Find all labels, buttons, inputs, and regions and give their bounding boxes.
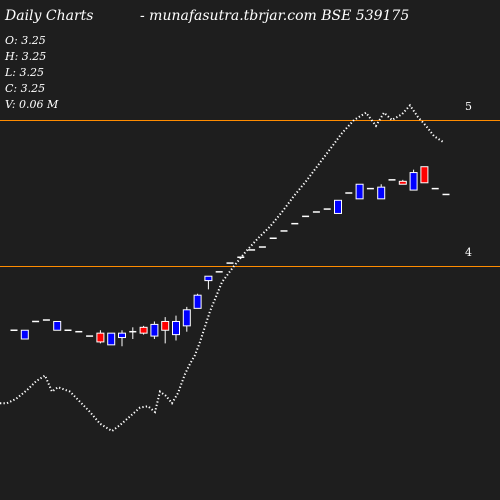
close-readout: C: 3.25 [5, 82, 46, 95]
high-readout: H: 3.25 [5, 50, 47, 63]
y-tick-label: 5 [465, 100, 472, 113]
open-readout: O: 3.25 [5, 34, 46, 47]
candle-body [96, 332, 105, 343]
chart-source: - munafasutra.tbrjar.com BSE 539175 [140, 8, 410, 24]
candle-body [193, 294, 202, 309]
candle-body [409, 172, 418, 191]
volume-readout: V: 0.06 M [5, 98, 59, 111]
dotted-line-series [0, 103, 444, 433]
candle-body [172, 320, 180, 336]
candle-body [334, 199, 342, 214]
candle-body [355, 183, 364, 200]
candle-body [182, 309, 191, 327]
candle-body [20, 329, 29, 340]
candle-body [53, 320, 62, 331]
candle-body [204, 275, 213, 282]
candle-body [118, 332, 126, 339]
low-readout: L: 3.25 [5, 66, 44, 79]
candle-body [139, 326, 148, 334]
candle-body [150, 323, 159, 337]
candle-body [161, 320, 170, 331]
candle-body [398, 180, 407, 185]
candle-body [420, 166, 429, 184]
candle-body [377, 186, 386, 200]
chart-title: Daily Charts [5, 8, 94, 24]
y-tick-label: 4 [465, 246, 472, 259]
candle-body [107, 332, 116, 346]
